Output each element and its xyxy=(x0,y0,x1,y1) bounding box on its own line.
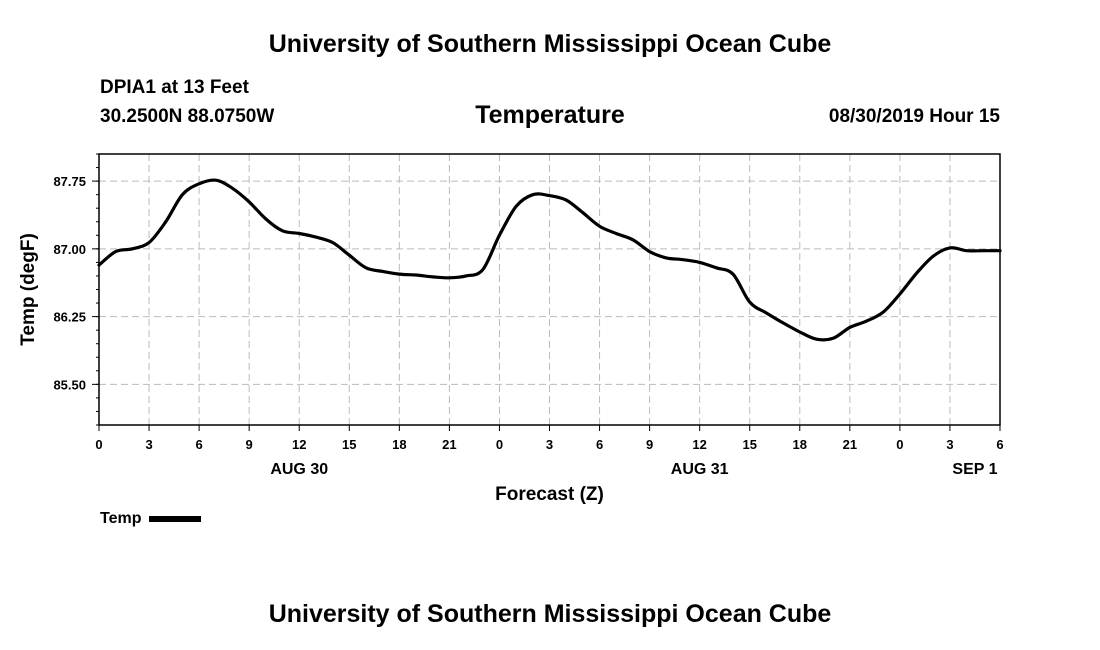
station-coordinates: 30.2500N 88.0750W xyxy=(100,106,275,127)
x-tick-label: 15 xyxy=(742,437,756,452)
x-tick-label: 6 xyxy=(996,437,1003,452)
page-title: University of Southern Mississippi Ocean… xyxy=(268,30,832,58)
x-tick-label: 0 xyxy=(896,437,903,452)
x-tick-label: 21 xyxy=(442,437,456,452)
x-date-label: AUG 31 xyxy=(671,461,729,478)
y-tick-label: 85.50 xyxy=(53,377,86,392)
y-tick-label: 87.75 xyxy=(53,174,86,189)
x-tick-label: 18 xyxy=(793,437,807,452)
x-tick-label: 15 xyxy=(342,437,356,452)
plot-frame xyxy=(98,153,1001,426)
x-tick-label: 12 xyxy=(292,437,306,452)
legend-label: Temp xyxy=(100,510,142,527)
x-date-label: AUG 30 xyxy=(270,461,328,478)
forecast-time: 08/30/2019 Hour 15 xyxy=(828,106,1000,127)
y-tick-label: 87.00 xyxy=(53,242,86,257)
x-tick-label: 12 xyxy=(692,437,706,452)
x-tick-label: 9 xyxy=(246,437,253,452)
y-tick-label: 86.25 xyxy=(53,310,86,325)
x-tick-label: 3 xyxy=(946,437,953,452)
x-tick-label: 21 xyxy=(843,437,857,452)
x-tick-label: 6 xyxy=(195,437,202,452)
x-axis-label: Forecast (Z) xyxy=(495,484,604,505)
legend-line-swatch xyxy=(149,516,202,522)
legend: Temp xyxy=(100,510,202,528)
x-tick-label: 0 xyxy=(496,437,503,452)
station-name: DPIA1 at 13 Feet xyxy=(100,77,249,98)
x-tick-label: 9 xyxy=(646,437,653,452)
x-tick-label: 6 xyxy=(596,437,603,452)
x-tick-label: 18 xyxy=(392,437,406,452)
x-date-label: SEP 1 xyxy=(952,461,997,478)
x-tick-label: 3 xyxy=(145,437,152,452)
y-axis-label: Temp (degF) xyxy=(18,233,39,346)
x-tick-label: 3 xyxy=(546,437,553,452)
x-tick-label: 0 xyxy=(95,437,102,452)
chart-title: Temperature xyxy=(475,101,625,129)
footer-title: University of Southern Mississippi Ocean… xyxy=(268,600,832,628)
series-line-temp xyxy=(97,178,1002,342)
